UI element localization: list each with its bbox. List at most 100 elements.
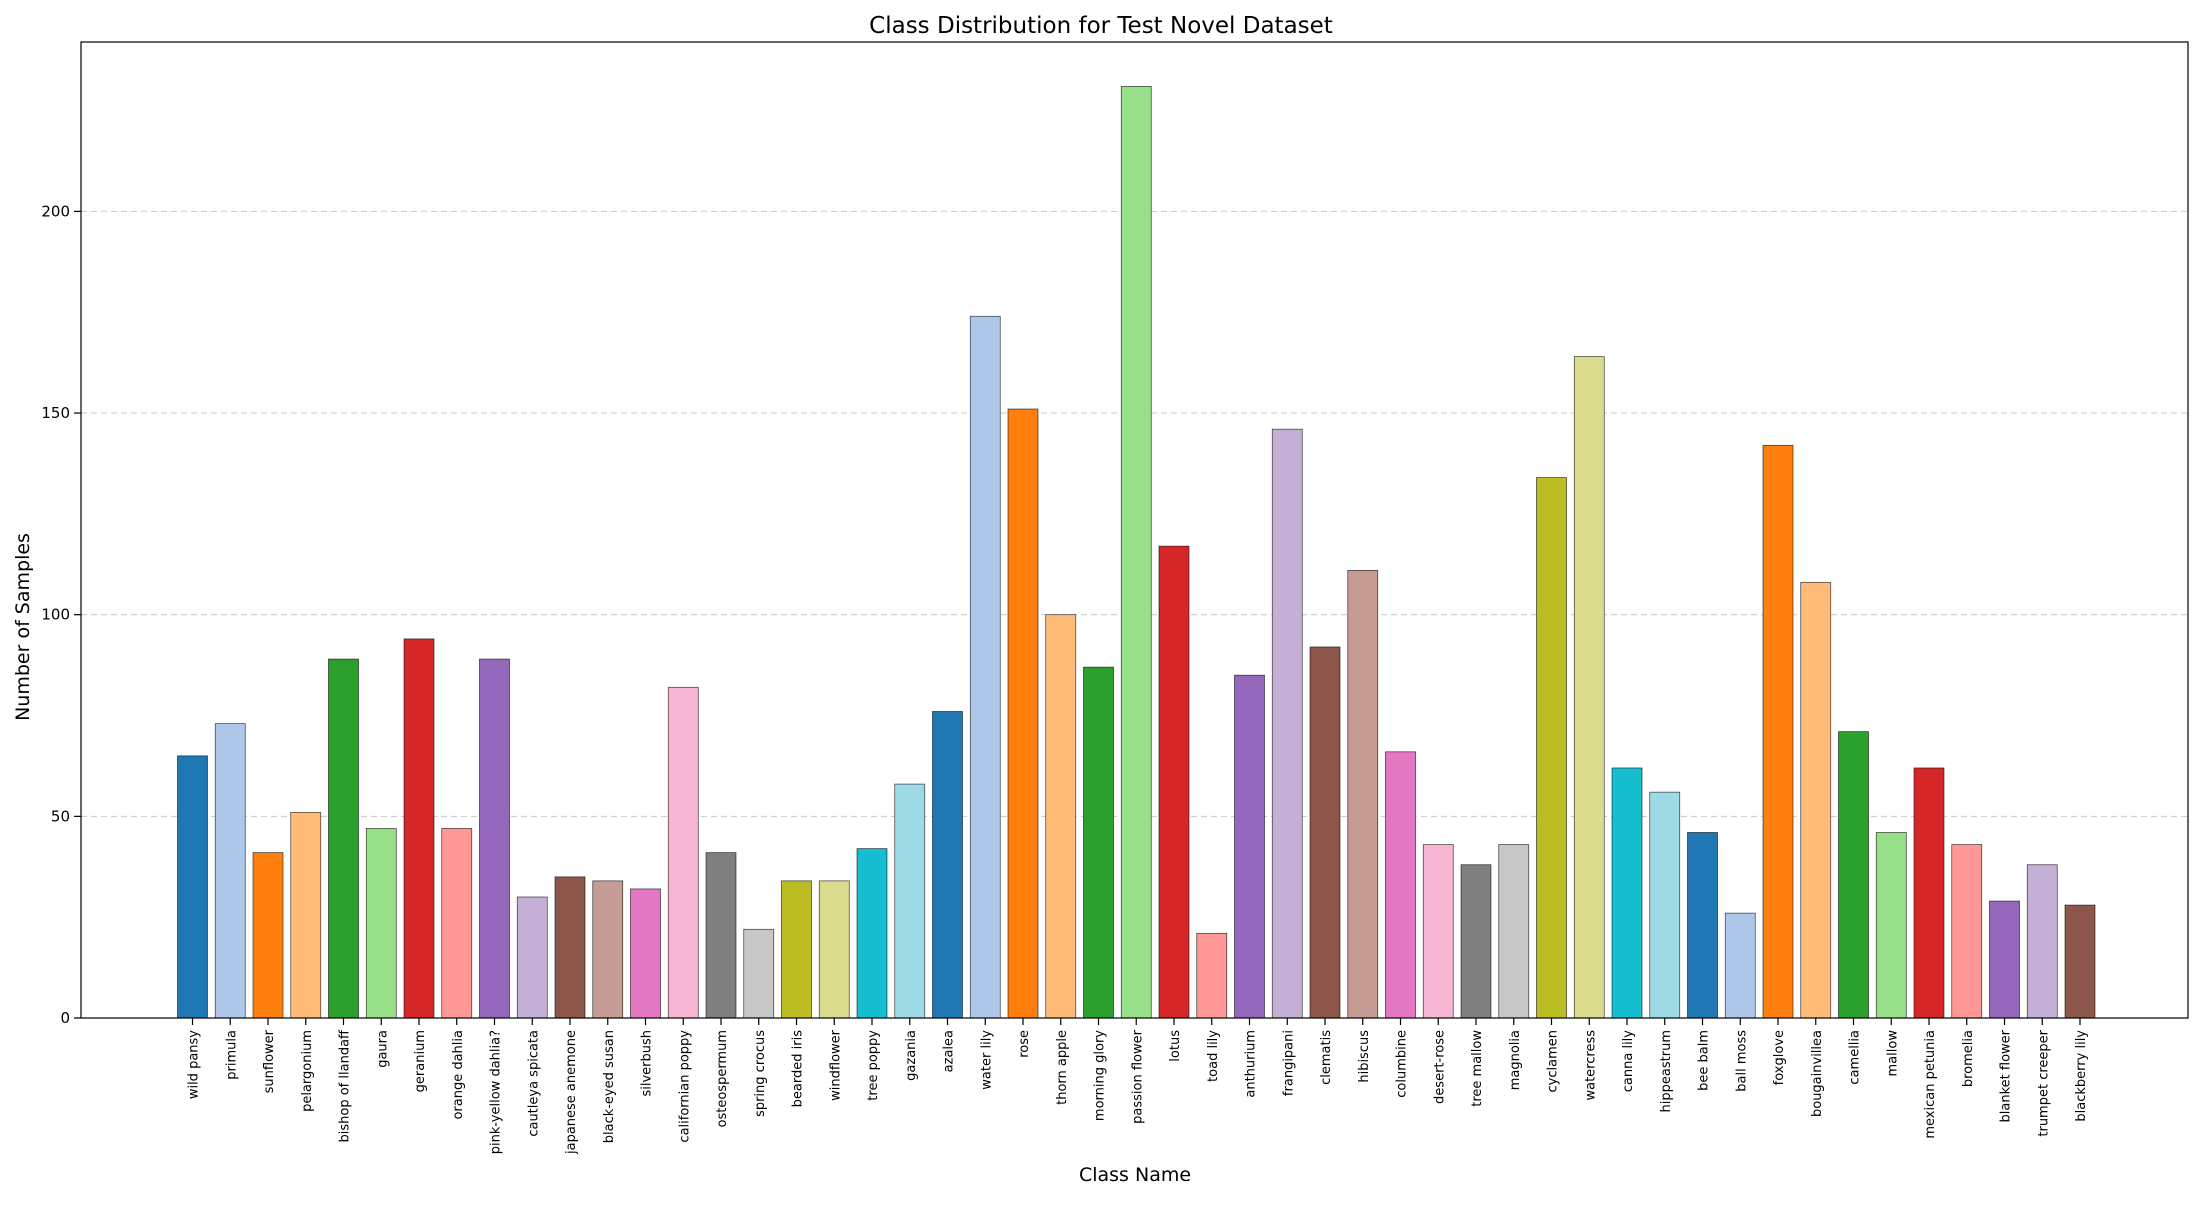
bar [932,711,963,1019]
x-tick-label: anthurium [1244,1030,1259,1098]
x-tick-label: watercress [1583,1030,1598,1101]
bar [705,852,737,1019]
bar [214,723,246,1019]
x-tick-label: japanese anemone [564,1030,579,1155]
x-axis-label: Class Name [1079,1164,1191,1186]
x-tick-label: osteospermum [715,1030,730,1127]
bar [328,658,359,1019]
x-tick-label: cyclamen [1546,1030,1561,1092]
bar [1234,674,1265,1019]
y-axis-label: Number of Samples [12,533,34,721]
x-tick-label: pink-yellow dahlia? [489,1030,504,1154]
bar [856,848,888,1019]
x-tick-label: gaura [375,1030,390,1068]
x-tick-label: spring crocus [753,1030,768,1117]
bar [1309,646,1341,1019]
y-axis: 0 50 100 150 200 [41,202,81,1027]
bar [1800,582,1832,1019]
x-tick-label: hippeastrum [1659,1030,1674,1112]
bar [365,828,397,1019]
bar [1611,767,1643,1019]
x-tick-label: passion flower [1130,1029,1145,1123]
x-tick-label: foxglove [1772,1030,1787,1085]
x-tick-label: sunflower [262,1029,277,1093]
bar [894,783,926,1019]
bar [177,755,208,1019]
bar [554,876,586,1019]
bar [1913,767,1945,1019]
x-tick-label: wild pansy [187,1030,202,1099]
bar [290,811,322,1019]
x-tick-label: desert-rose [1432,1030,1447,1104]
bar [1196,932,1228,1019]
bar [1083,666,1114,1019]
y-tick-label: 100 [41,606,70,624]
x-tick-label: geranium [413,1030,428,1092]
y-tick-label: 50 [51,807,70,825]
x-tick-label: columbine [1395,1030,1410,1098]
x-tick-label: ball moss [1734,1030,1749,1092]
x-axis: wild pansy primula sunflower pelargonium bis… [187,1018,2089,1155]
chart-title: Class Distribution for Test Novel Datase… [869,13,1333,39]
x-tick-label: trumpet creeper [2036,1029,2051,1136]
x-tick-label: gazania [904,1030,919,1081]
x-tick-label: californian poppy [677,1030,692,1143]
x-tick-label: azalea [942,1030,957,1072]
x-tick-label: camellia [1848,1030,1863,1085]
bar [1838,731,1869,1019]
bar [818,880,850,1019]
x-tick-label: bishop of llandaff [338,1029,353,1143]
bar [1649,791,1681,1019]
bars [177,86,2096,1019]
y-tick-label: 200 [41,202,70,220]
x-tick-label: mallow [1885,1030,1900,1077]
bar [1724,912,1756,1019]
x-tick-label: bougainvillea [1810,1030,1825,1117]
bar [1460,864,1492,1019]
x-tick-label: clematis [1319,1030,1334,1085]
bar [1271,428,1303,1019]
bar [1687,832,1718,1019]
bar [592,880,624,1019]
plot-frame [80,41,2189,1019]
x-tick-label: blackberry lily [2074,1030,2089,1122]
bar [1158,545,1190,1019]
bar [516,896,548,1019]
x-tick-label: tree mallow [1470,1030,1485,1107]
bar [441,828,473,1019]
bar [1120,86,1152,1019]
x-tick-label: hibiscus [1357,1030,1372,1083]
x-tick-label: silverbush [640,1030,655,1097]
bar [781,880,812,1019]
bar [630,888,661,1019]
bar [667,686,699,1019]
bar [1498,844,1530,1019]
x-tick-label: water lily [979,1030,994,1090]
bar [2026,864,2058,1019]
x-tick-label: bee balm [1697,1030,1712,1091]
x-tick-label: bearded iris [791,1030,806,1108]
bar [969,315,1001,1019]
x-tick-label: morning glory [1093,1030,1108,1121]
bar [1045,614,1077,1019]
bar [1573,356,1605,1019]
x-tick-label: thorn apple [1055,1030,1070,1105]
y-tick-label: 150 [41,404,70,422]
x-tick-label: canna lily [1621,1030,1636,1093]
x-tick-label: lotus [1168,1030,1183,1062]
bar [479,658,510,1019]
x-tick-label: magnolia [1508,1030,1523,1090]
bar [1951,844,1983,1019]
bar [1536,477,1567,1019]
x-tick-label: primula [224,1030,239,1080]
bar [743,928,775,1019]
x-tick-label: rose [1017,1030,1032,1058]
x-tick-label: orange dahlia [451,1030,466,1120]
x-tick-label: toad lily [1206,1030,1221,1082]
x-tick-label: windflower [828,1029,843,1101]
y-tick-label: 0 [60,1009,70,1027]
x-tick-label: cautleya spicata [526,1030,541,1137]
x-tick-label: pelargonium [300,1030,315,1112]
x-tick-label: tree poppy [866,1030,881,1101]
